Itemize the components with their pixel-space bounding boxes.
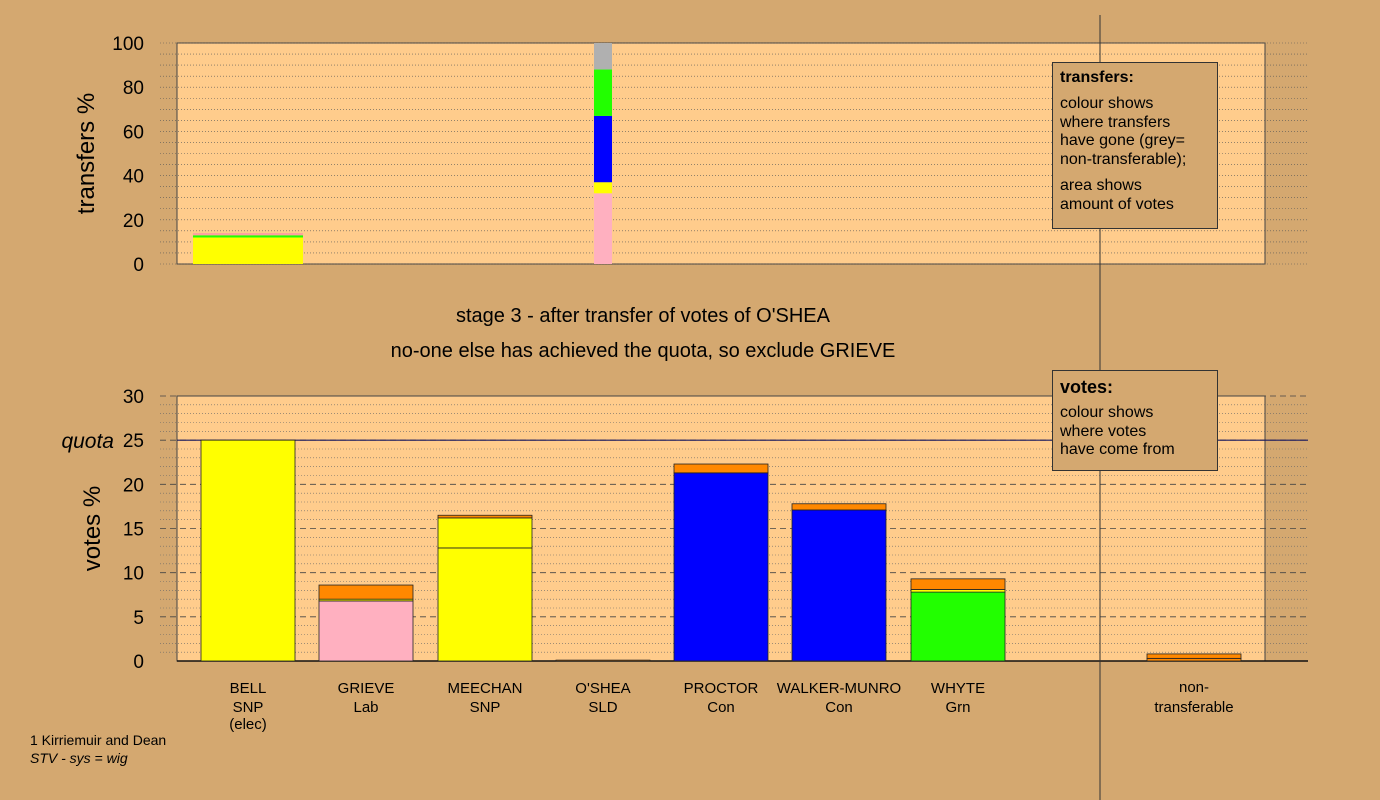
candidate-name-label: O'SHEA [575,680,630,697]
transfers-tick-label: 100 [112,34,144,55]
transfer-segment [594,182,612,194]
vote-segment [673,463,769,474]
party-label: SNP [470,699,501,716]
vote-segment [318,584,414,600]
transfers-legend-line: area shows [1060,177,1142,194]
vote-segment [555,659,651,662]
category-label: non- [1179,679,1209,696]
votes-tick-label: 15 [123,520,144,541]
vote-segment [673,472,769,662]
candidate-name-label: GRIEVE [338,680,395,697]
transfers-legend-title: transfers: [1060,69,1134,86]
transfer-segment [193,237,303,264]
vote-segment [791,503,887,511]
vote-segment [910,591,1006,662]
vote-segment [910,578,1006,590]
candidate-name-label: BELL [230,680,267,697]
transfers-legend-line: where transfers [1060,113,1171,131]
party-label: SLD [588,699,617,716]
transfers-legend: transfers: colour shows where transfers … [1052,62,1218,229]
votes-legend-title: votes: [1060,377,1114,397]
vote-segment [200,439,296,662]
system-label: STV - sys = wig [30,750,128,766]
vote-segment [318,600,414,662]
candidate-name-label: WHYTE [931,680,985,697]
transfer-segment [193,233,303,236]
candidate-name-label: WALKER-MUNRO [777,680,901,697]
votes-axis-label: votes % [79,486,106,571]
transfer-segment [594,69,612,116]
party-label: Grn [945,699,970,716]
exclusion-caption: no-one else has achieved the quota, so e… [390,340,896,362]
votes-legend-line: have come from [1060,441,1175,458]
transfer-segment [594,43,612,70]
ward-label: 1 Kirriemuir and Dean [30,732,167,748]
candidate-name-label: MEECHAN [447,680,522,697]
votes-tick-label: 20 [123,475,144,496]
transfer-segment [594,193,612,264]
vote-segment [437,547,533,662]
votes-legend: votes: colour shows where votes have com… [1052,370,1218,471]
transfers-tick-label: 60 [123,122,144,143]
transfer-segment [594,115,612,183]
transfers-legend-line: have gone (grey= [1060,132,1185,149]
vote-segment [1146,653,1242,659]
transfers-tick-label: 40 [123,167,144,188]
votes-tick-label: 5 [133,608,144,629]
elected-note-label: (elec) [229,716,267,733]
vote-segment [437,514,533,519]
votes-tick-label: 25 [123,431,144,452]
party-label: SNP [233,699,264,716]
votes-tick-label: 30 [123,387,144,408]
party-label: Lab [353,699,378,716]
votes-tick-label: 10 [123,564,144,585]
candidate-name-label: PROCTOR [684,680,759,697]
votes-legend-line: colour shows [1060,404,1154,421]
party-label: Con [707,699,735,716]
stage-caption: stage 3 - after transfer of votes of O'S… [456,305,830,327]
transfers-tick-label: 20 [123,211,144,232]
transfers-tick-label: 0 [133,255,144,276]
quota-label: quota [61,430,114,453]
transfers-legend-line: colour shows [1060,95,1154,112]
transfer-segment [193,235,303,238]
party-label: Con [825,699,853,716]
transfers-tick-label: 80 [123,78,144,99]
transfers-legend-line: non-transferable); [1060,150,1187,168]
transfers-legend-line: amount of votes [1060,195,1174,213]
vote-segment [791,509,887,662]
category-label: transferable [1154,699,1233,716]
votes-tick-label: 0 [133,652,144,673]
votes-legend-line: where votes [1060,422,1147,440]
transfers-axis-label: transfers % [73,93,100,214]
vote-segment [437,517,533,549]
